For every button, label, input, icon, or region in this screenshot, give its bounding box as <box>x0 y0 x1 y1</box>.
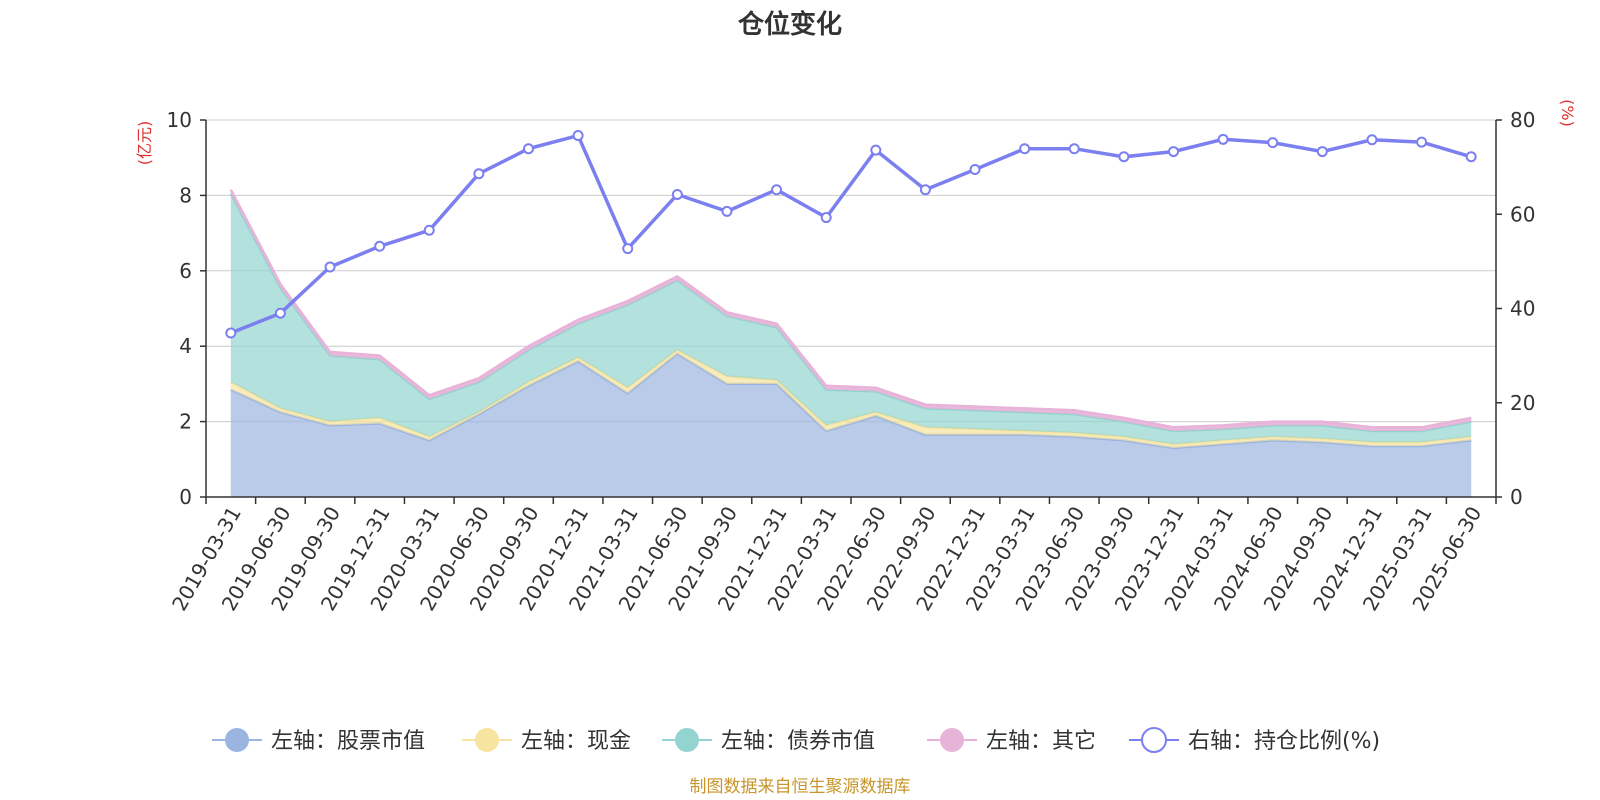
area-stock <box>230 353 1472 497</box>
ratio-point <box>572 130 584 142</box>
left-axis-unit: (亿元) <box>135 121 154 166</box>
right-tick-label: 60 <box>1510 202 1535 226</box>
legend-label: 左轴：现金 <box>521 729 631 754</box>
legend-marker <box>1141 727 1167 753</box>
ratio-point <box>870 144 882 156</box>
ratio-point <box>919 184 931 196</box>
legend: 左轴：股票市值 左轴：现金 左轴：债券市值 左轴：其它 右轴：持仓比例(%) <box>212 727 1380 754</box>
ratio-point <box>1416 136 1428 148</box>
data-source-note: 制图数据来自恒生聚源数据库 <box>690 777 911 797</box>
legend-ratio: 右轴：持仓比例(%) <box>1129 727 1380 754</box>
right-tick-label: 20 <box>1510 391 1535 415</box>
ratio-point <box>622 243 634 255</box>
area-edge-other <box>229 189 1472 429</box>
legend-stock: 左轴：股票市值 <box>212 728 425 754</box>
ratio-point <box>721 205 733 217</box>
left-tick-label: 10 <box>167 108 192 132</box>
ratio-point <box>1068 143 1080 155</box>
ratio-point <box>1118 151 1130 163</box>
ratio-point <box>523 143 534 155</box>
ratio-point <box>1168 146 1179 158</box>
ratio-point <box>1465 151 1477 163</box>
right-tick-label: 40 <box>1510 297 1535 321</box>
legend-label: 左轴：债券市值 <box>721 729 875 754</box>
ratio-point <box>324 261 336 273</box>
ratio-point <box>374 240 386 252</box>
legend-label: 左轴：股票市值 <box>271 729 425 754</box>
left-tick-label: 0 <box>179 485 192 509</box>
right-tick-label: 80 <box>1510 108 1535 132</box>
ratio-point <box>969 163 981 175</box>
chart-title: 仓位变化 <box>737 9 842 40</box>
ratio-point <box>1019 143 1031 155</box>
ratio-point <box>1316 146 1328 158</box>
ratio-point <box>1267 137 1279 149</box>
holding-ratio-line <box>225 130 1477 339</box>
stacked-areas <box>229 189 1472 497</box>
ratio-point <box>423 224 435 236</box>
legend-marker <box>475 728 499 752</box>
left-tick-label: 4 <box>179 334 192 358</box>
ratio-point <box>1366 134 1378 146</box>
left-tick-label: 2 <box>179 410 192 434</box>
left-tick-label: 6 <box>179 259 192 283</box>
ratio-point <box>274 307 286 319</box>
ratio-line-path <box>230 133 1472 335</box>
legend-marker <box>675 728 699 752</box>
ratio-point <box>820 212 832 224</box>
legend-bond: 左轴：债券市值 <box>662 728 875 754</box>
legend-label: 左轴：其它 <box>986 729 1096 754</box>
ratio-point <box>671 188 683 200</box>
legend-marker <box>225 728 249 752</box>
area-bond <box>230 193 1472 445</box>
right-axis-unit: (%) <box>1558 99 1577 127</box>
legend-other: 左轴：其它 <box>927 728 1096 754</box>
left-tick-label: 8 <box>179 183 192 207</box>
legend-label: 右轴：持仓比例(%) <box>1188 729 1380 754</box>
ratio-point <box>1217 133 1229 145</box>
legend-marker <box>940 728 964 752</box>
ratio-point <box>225 327 237 339</box>
ratio-point <box>771 184 783 196</box>
ratio-point <box>473 168 485 180</box>
right-tick-label: 0 <box>1510 485 1523 509</box>
legend-cash: 左轴：现金 <box>462 728 631 754</box>
